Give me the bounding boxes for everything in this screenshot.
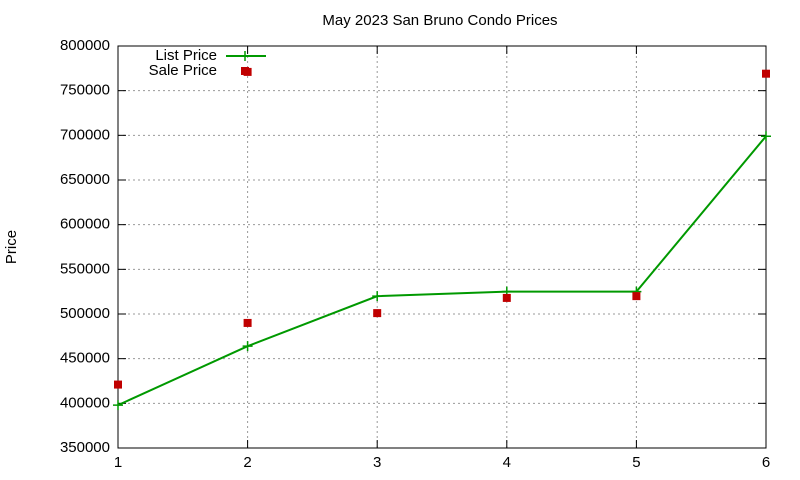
y-tick-label: 650000 <box>60 171 110 188</box>
chart-title: May 2023 San Bruno Condo Prices <box>322 12 557 29</box>
point <box>373 309 382 318</box>
y-tick-label: 750000 <box>60 82 110 99</box>
series-line <box>117 135 767 407</box>
y-tick-label: 350000 <box>60 439 110 456</box>
y-tick-label: 450000 <box>60 350 110 367</box>
point <box>114 380 122 389</box>
x-tick-label: 4 <box>503 454 511 471</box>
x-tick-label: 2 <box>243 454 251 471</box>
legend-marker <box>240 51 250 61</box>
point <box>762 69 770 78</box>
plot-border <box>117 45 767 449</box>
legend-label: Sale Price <box>149 62 217 79</box>
y-tick-label: 600000 <box>60 216 110 233</box>
point <box>243 318 252 327</box>
point <box>761 131 771 142</box>
legend-marker <box>241 67 249 75</box>
x-tick-label: 1 <box>114 454 122 471</box>
x-tick-label: 5 <box>632 454 640 471</box>
x-tick-label: 6 <box>762 454 770 471</box>
legend-label: List Price <box>155 47 217 64</box>
point <box>502 293 511 302</box>
point <box>113 400 123 411</box>
point <box>242 341 253 352</box>
point <box>632 292 641 301</box>
y-tick-label: 550000 <box>60 260 110 277</box>
y-tick-label: 400000 <box>60 394 110 411</box>
y-tick-label: 800000 <box>60 37 110 54</box>
y-tick-label: 500000 <box>60 305 110 322</box>
y-tick-label: 700000 <box>60 126 110 143</box>
x-tick-label: 3 <box>373 454 381 471</box>
point <box>372 291 383 302</box>
y-axis-label: Price <box>3 230 20 264</box>
